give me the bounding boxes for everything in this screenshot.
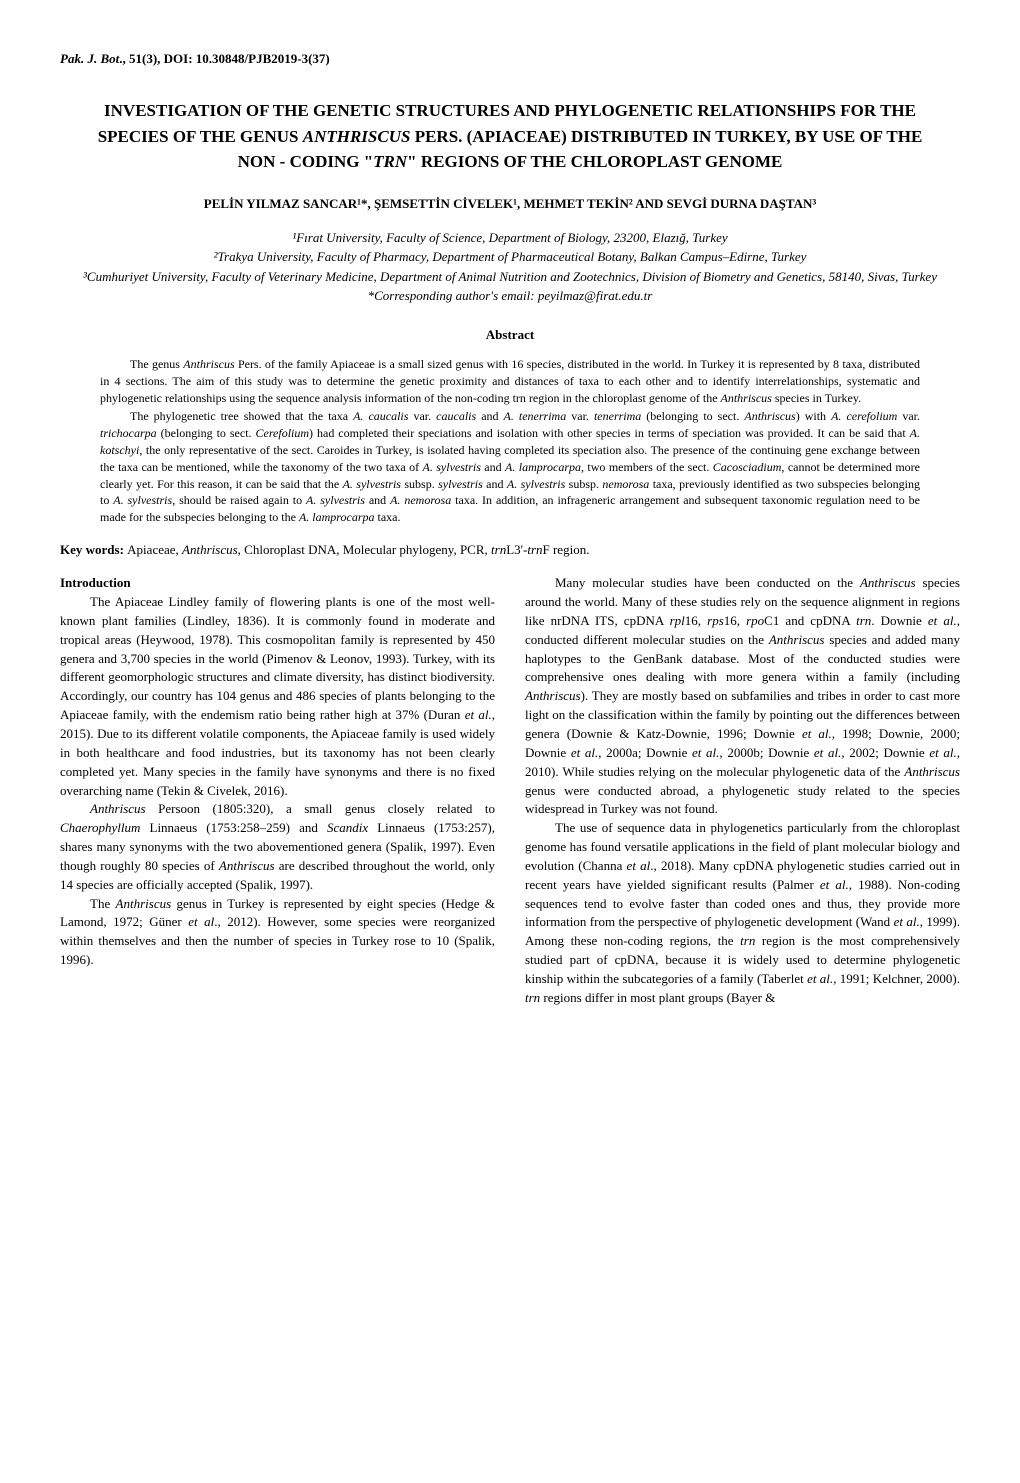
- left-column: Introduction The Apiaceae Lindley family…: [60, 574, 495, 1007]
- abstract-body: The genus Anthriscus Pers. of the family…: [60, 356, 960, 526]
- abstract-para1: The genus Anthriscus Pers. of the family…: [100, 356, 920, 406]
- journal-header: Pak. J. Bot., 51(3), DOI: 10.30848/PJB20…: [60, 50, 960, 68]
- corresponding-author: *Corresponding author's email: peyilmaz@…: [60, 286, 960, 306]
- affiliations-block: ¹Fırat University, Faculty of Science, D…: [60, 228, 960, 306]
- paper-title: INVESTIGATION OF THE GENETIC STRUCTURES …: [60, 98, 960, 175]
- doi-text: ., 51(3), DOI: 10.30848/PJB2019-3(37): [119, 51, 330, 66]
- title-part3: " REGIONS OF THE CHLOROPLAST GENOME: [407, 152, 782, 171]
- affiliation-2: ²Trakya University, Faculty of Pharmacy,…: [60, 247, 960, 267]
- col2-para2: The use of sequence data in phylogenetic…: [525, 819, 960, 1007]
- keywords-line: Key words: Apiaceae, Anthriscus, Chlorop…: [60, 541, 960, 559]
- title-italic1: ANTHRISCUS: [303, 127, 411, 146]
- authors-line: PELİN YILMAZ SANCAR¹*, ŞEMSETTİN CİVELEK…: [60, 195, 960, 213]
- abstract-para2: The phylogenetic tree showed that the ta…: [100, 408, 920, 526]
- keywords-label: Key words:: [60, 542, 127, 557]
- affiliation-3: ³Cumhuriyet University, Faculty of Veter…: [60, 267, 960, 287]
- title-italic2: TRN: [373, 152, 407, 171]
- intro-para3: The Anthriscus genus in Turkey is repres…: [60, 895, 495, 970]
- body-columns: Introduction The Apiaceae Lindley family…: [60, 574, 960, 1007]
- abstract-heading: Abstract: [60, 326, 960, 344]
- intro-para2: Anthriscus Persoon (1805:320), a small g…: [60, 800, 495, 894]
- affiliation-1: ¹Fırat University, Faculty of Science, D…: [60, 228, 960, 248]
- intro-para1: The Apiaceae Lindley family of flowering…: [60, 593, 495, 800]
- journal-name: Pak. J. Bot: [60, 51, 119, 66]
- col2-para1: Many molecular studies have been conduct…: [525, 574, 960, 819]
- right-column: Many molecular studies have been conduct…: [525, 574, 960, 1007]
- introduction-heading: Introduction: [60, 574, 495, 593]
